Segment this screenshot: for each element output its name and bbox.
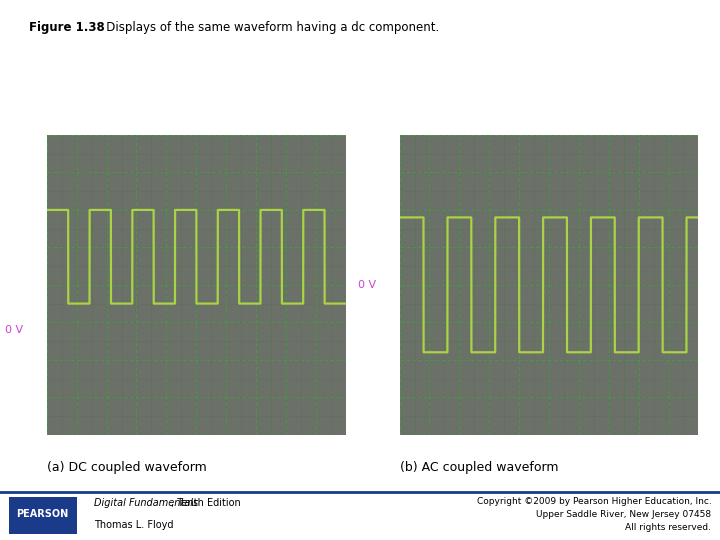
Text: 0 V: 0 V [358, 280, 376, 290]
FancyBboxPatch shape [9, 497, 77, 534]
Text: (b) AC coupled waveform: (b) AC coupled waveform [400, 461, 558, 474]
Text: Digital Fundamentals: Digital Fundamentals [94, 498, 198, 508]
Text: Thomas L. Floyd: Thomas L. Floyd [94, 519, 173, 530]
Text: 0 V: 0 V [5, 325, 23, 335]
Text: (a) DC coupled waveform: (a) DC coupled waveform [47, 461, 207, 474]
Text: All rights reserved.: All rights reserved. [626, 523, 711, 532]
Text: PEARSON: PEARSON [17, 509, 68, 519]
Text: Displays of the same waveform having a dc component.: Displays of the same waveform having a d… [95, 21, 439, 33]
Text: Figure 1.38: Figure 1.38 [29, 21, 104, 33]
Text: , Tenth Edition: , Tenth Edition [171, 498, 241, 508]
Text: Upper Saddle River, New Jersey 07458: Upper Saddle River, New Jersey 07458 [536, 510, 711, 519]
Text: Copyright ©2009 by Pearson Higher Education, Inc.: Copyright ©2009 by Pearson Higher Educat… [477, 497, 711, 506]
